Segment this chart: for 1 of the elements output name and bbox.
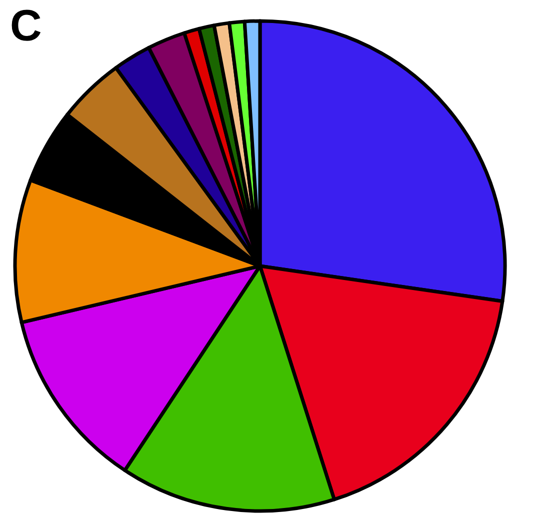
chart-title: C [10,1,42,50]
